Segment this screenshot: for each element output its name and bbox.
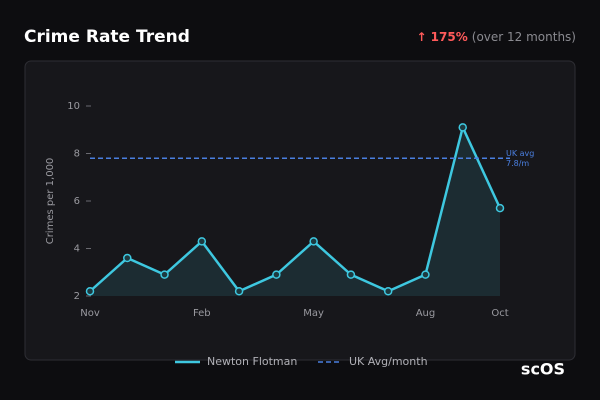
point (383, 287, 393, 296)
y-tick-label: 6 (74, 196, 80, 207)
reference-label: 7.8/m (506, 159, 529, 168)
card (24, 60, 576, 361)
x-tick-label: May (303, 308, 324, 319)
change-summary: ↑ 175% (over 12 months) (416, 30, 576, 44)
legend-label: Newton Flotman (207, 355, 297, 368)
watermark: scOS (521, 360, 565, 379)
change: ↑ 175% (416, 30, 467, 44)
point (197, 237, 207, 246)
point (160, 270, 169, 279)
y-tick-label: 10 (67, 101, 80, 112)
y-axis-label: Crimes per 1,000 (45, 158, 56, 245)
chart-title: Crime Rate Trend (24, 27, 190, 47)
point (123, 253, 132, 263)
y-tick-label: 8 (74, 149, 80, 160)
point (234, 287, 244, 296)
point (85, 287, 95, 296)
point (495, 203, 505, 213)
legend-label: UK Avg/month (349, 355, 428, 368)
y-tick-label: 4 (74, 244, 80, 255)
point (458, 123, 467, 132)
point (421, 270, 430, 279)
change-note: (over 12 months) (472, 30, 576, 44)
point (346, 270, 356, 279)
y-tick-label: 2 (74, 291, 80, 302)
reference-label: UK avg (506, 149, 534, 158)
x-tick-label: Aug (416, 308, 436, 319)
point (272, 270, 281, 279)
x-tick-label: Feb (193, 308, 211, 319)
line (89, 126, 502, 293)
point (309, 237, 318, 246)
x-tick-label: Oct (491, 308, 508, 319)
x-tick-label: Nov (80, 308, 100, 319)
area (90, 127, 500, 296)
